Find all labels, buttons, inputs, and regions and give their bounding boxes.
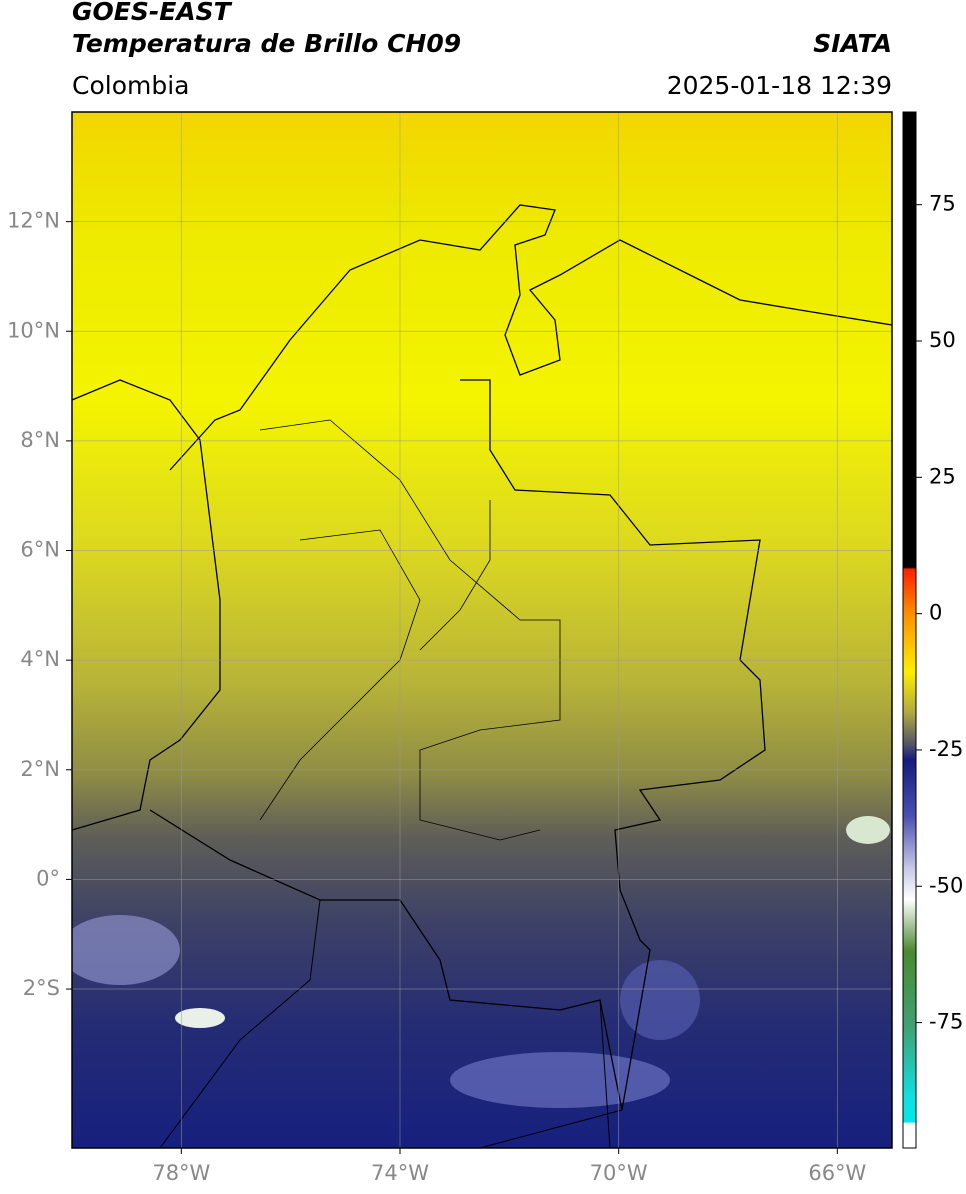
satellite-image: [72, 112, 892, 1148]
x-tick-label: 70°W: [590, 1161, 648, 1185]
graticule: [72, 112, 892, 1148]
colorbar-tick-label: 50: [929, 328, 956, 352]
brightness-field: [72, 112, 892, 1148]
y-tick-label: 2°S: [23, 976, 60, 1000]
colorbar-tick-label: -25: [929, 737, 963, 761]
coastline: [72, 379, 221, 831]
cloud: [846, 816, 890, 844]
colorbar-tick-label: -50: [929, 873, 963, 897]
cloud: [175, 1008, 225, 1028]
title: GOES-EAST: [72, 0, 233, 26]
colorbar-tick-label: -75: [929, 1010, 963, 1034]
map-frame: [71, 111, 893, 1149]
border: [149, 379, 766, 1111]
region: Colombia: [72, 71, 189, 100]
y-tick-label: 2°N: [20, 757, 60, 781]
x-tick-label: 78°W: [152, 1161, 210, 1185]
colorbar-tick-label: 75: [929, 192, 956, 216]
cloud: [620, 960, 700, 1040]
cloud: [450, 1052, 670, 1108]
cloud: [72, 915, 180, 985]
subtitle: Temperatura de Brillo CH09: [72, 29, 461, 58]
source: SIATA: [813, 29, 892, 58]
y-tick-label: 6°N: [20, 538, 60, 562]
border: [159, 899, 623, 1148]
colorbar-tick-label: 0: [929, 601, 942, 625]
x-tick-label: 74°W: [371, 1161, 429, 1185]
x-tick-label: 66°W: [808, 1161, 866, 1185]
y-tick-label: 10°N: [7, 318, 60, 342]
y-tick-label: 0°: [36, 866, 60, 890]
colorbar: [902, 111, 917, 1149]
coastline: [169, 204, 892, 471]
y-tick-label: 8°N: [20, 428, 60, 452]
datetime: 2025-01-18 12:39: [667, 71, 892, 100]
colorbar-tick-label: 25: [929, 464, 956, 488]
y-tick-label: 12°N: [7, 209, 60, 233]
y-tick-label: 4°N: [20, 647, 60, 671]
